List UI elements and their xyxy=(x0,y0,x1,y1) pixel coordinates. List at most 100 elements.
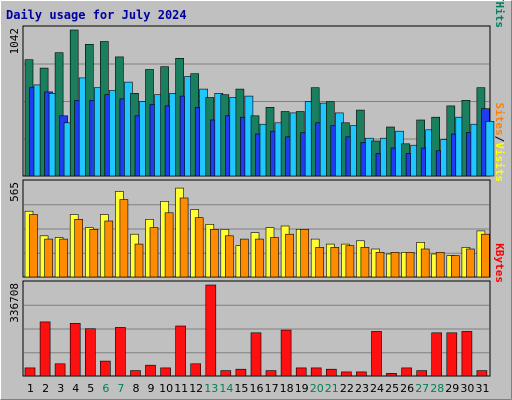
bar-sites-day-14 xyxy=(225,235,234,278)
bar-kbytes-day-29 xyxy=(446,332,458,377)
x-tick-label-27: 27 xyxy=(415,382,429,395)
x-tick-label-26: 26 xyxy=(400,382,414,395)
x-tick-label-2: 2 xyxy=(42,382,49,395)
bar-sites-day-27 xyxy=(420,248,430,278)
x-tick-label-17: 17 xyxy=(265,382,279,395)
panel-middle: 565 Sites/Visits xyxy=(8,103,506,278)
bar-sites-day-7 xyxy=(119,199,129,278)
bar-sites-day-17 xyxy=(270,237,279,278)
bar-hits-day-28 xyxy=(431,116,441,177)
bar-kbytes-day-25 xyxy=(386,372,397,377)
x-tick-label-22: 22 xyxy=(340,382,354,395)
bar-kbytes-day-3 xyxy=(54,363,66,377)
bar-sites-day-20 xyxy=(315,247,325,278)
legend-item-top-3: / xyxy=(493,0,506,2)
x-tick-label-25: 25 xyxy=(385,382,399,395)
bar-kbytes-day-10 xyxy=(160,367,171,377)
bar-sites-day-24 xyxy=(375,252,385,278)
bar-kbytes-day-27 xyxy=(416,370,428,377)
bar-sites-day-6 xyxy=(104,220,114,278)
x-tick-label-15: 15 xyxy=(234,382,248,395)
bar-pages-day-31 xyxy=(485,121,495,177)
x-tick-label-4: 4 xyxy=(72,382,79,395)
legend-bottom: KBytes xyxy=(493,243,506,283)
bar-sites-day-1 xyxy=(29,214,38,278)
x-tick-label-12: 12 xyxy=(189,382,203,395)
legend-item-bottom-0: KBytes xyxy=(493,243,506,283)
x-tick-label-13: 13 xyxy=(204,382,218,395)
x-tick-label-3: 3 xyxy=(57,382,64,395)
bar-sites-day-23 xyxy=(360,247,370,278)
x-tick-label-1: 1 xyxy=(27,382,34,395)
x-tick-label-31: 31 xyxy=(476,382,490,395)
bar-sites-day-19 xyxy=(300,229,310,278)
bar-sites-day-5 xyxy=(89,229,99,278)
bar-sites-day-25 xyxy=(390,252,400,278)
bar-kbytes-day-7 xyxy=(115,327,126,377)
x-tick-label-8: 8 xyxy=(133,382,140,395)
x-tick-label-21: 21 xyxy=(325,382,339,395)
bar-sites-day-30 xyxy=(466,248,475,278)
x-tick-label-29: 29 xyxy=(445,382,459,395)
bar-sites-day-10 xyxy=(164,212,174,278)
x-tick-label-30: 30 xyxy=(460,382,474,395)
y-max-label-top: 1042 xyxy=(8,28,21,55)
bar-sites-day-22 xyxy=(345,245,355,278)
bar-kbytes-day-16 xyxy=(250,332,262,377)
bar-kbytes-day-6 xyxy=(100,360,111,377)
bar-sites-day-18 xyxy=(285,233,294,278)
bar-kbytes-day-30 xyxy=(461,331,473,377)
bar-kbytes-day-24 xyxy=(371,331,382,377)
bar-sites-day-16 xyxy=(255,238,264,278)
x-tick-label-28: 28 xyxy=(430,382,444,395)
bar-sites-day-3 xyxy=(59,238,68,278)
bar-kbytes-day-31 xyxy=(476,370,488,377)
bar-kbytes-day-5 xyxy=(85,328,96,377)
x-tick-label-19: 19 xyxy=(295,382,309,395)
legend-item-middle-0: Sites xyxy=(493,103,506,136)
bar-sites-day-26 xyxy=(405,252,415,278)
x-tick-label-10: 10 xyxy=(159,382,173,395)
bar-kbytes-day-19 xyxy=(295,367,307,377)
bar-kbytes-day-17 xyxy=(265,370,277,377)
bar-sites-day-28 xyxy=(435,252,445,278)
x-tick-label-5: 5 xyxy=(87,382,94,395)
bar-kbytes-day-8 xyxy=(130,370,141,377)
legend-item-top-4: Hits xyxy=(493,2,506,29)
bar-kbytes-day-9 xyxy=(145,364,156,377)
bar-sites-day-15 xyxy=(240,238,249,278)
chart-title: Daily usage for July 2024 xyxy=(6,8,187,22)
legend-item-middle-2: Visits xyxy=(493,142,506,182)
legend-item-middle-1: / xyxy=(493,136,506,143)
x-tick-label-16: 16 xyxy=(250,382,264,395)
bar-kbytes-day-21 xyxy=(325,368,337,377)
bar-kbytes-day-20 xyxy=(310,367,322,377)
panel-top: 1042 Pages/Files/Hits xyxy=(8,0,506,177)
bar-sites-day-12 xyxy=(194,217,204,278)
bar-sites-day-8 xyxy=(134,243,144,278)
bar-sites-day-29 xyxy=(450,255,460,278)
bar-kbytes-day-14 xyxy=(220,370,232,377)
x-tick-label-7: 7 xyxy=(117,382,124,395)
bar-kbytes-day-15 xyxy=(235,368,247,377)
bar-sites-day-11 xyxy=(179,197,189,278)
bar-sites-day-31 xyxy=(481,233,490,278)
x-tick-label-6: 6 xyxy=(102,382,109,395)
bar-kbytes-day-13 xyxy=(205,284,217,377)
bar-kbytes-day-1 xyxy=(24,367,36,377)
legend-middle: Sites/Visits xyxy=(493,103,506,183)
bar-kbytes-day-12 xyxy=(190,363,201,377)
bar-kbytes-day-11 xyxy=(175,325,186,377)
x-tick-label-18: 18 xyxy=(280,382,294,395)
bar-kbytes-day-4 xyxy=(69,322,81,377)
bar-sites-day-4 xyxy=(74,219,83,278)
bar-kbytes-day-23 xyxy=(356,371,367,377)
bar-sites-day-9 xyxy=(149,227,159,278)
y-max-label-bottom: 336708 xyxy=(8,283,21,323)
bar-kbytes-day-22 xyxy=(341,371,352,377)
x-tick-label-24: 24 xyxy=(370,382,384,395)
bar-hits-day-3 xyxy=(54,52,64,177)
y-max-label-middle: 565 xyxy=(8,182,21,202)
bar-kbytes-day-28 xyxy=(431,332,443,377)
bar-sites-day-13 xyxy=(210,229,219,278)
